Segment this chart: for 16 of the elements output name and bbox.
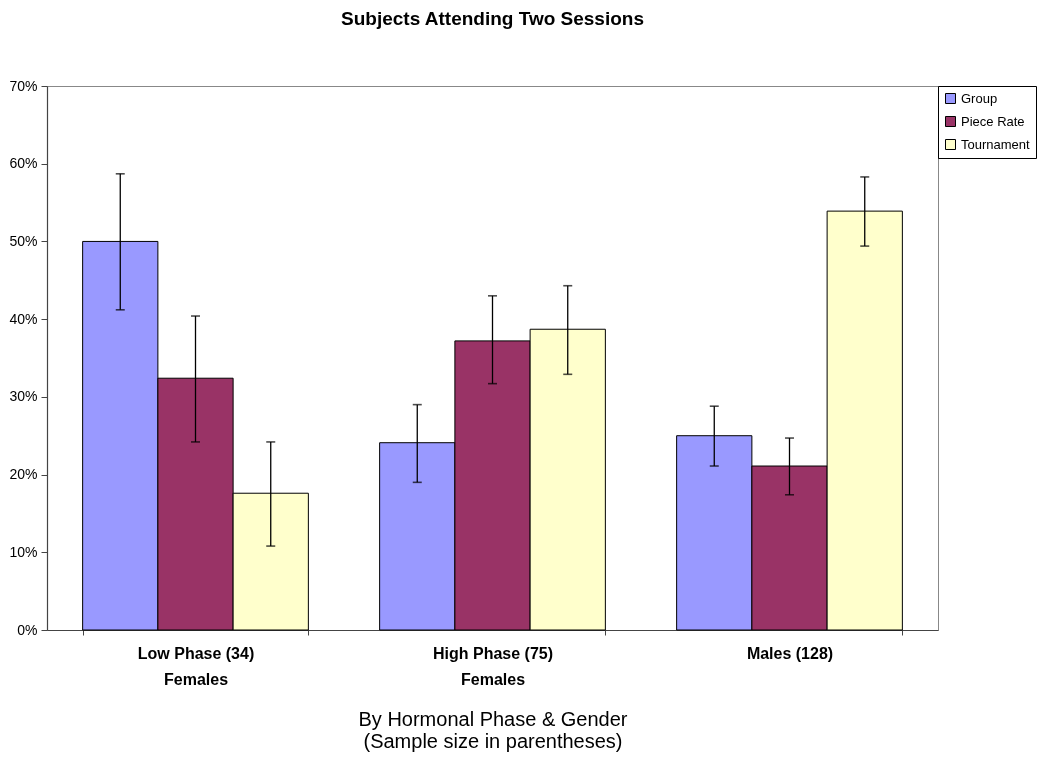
y-tick-label: 0% <box>17 621 38 638</box>
x-tick-label: Males (128) <box>746 644 834 662</box>
chart-title: Subjects Attending Two Sessions <box>341 8 644 29</box>
y-tick-label: 70% <box>9 77 38 94</box>
y-tick-label: 20% <box>9 466 38 483</box>
y-tick-label: 10% <box>9 543 38 560</box>
x-axis-title: By Hormonal Phase & Gender (Sample size in parentheses) <box>358 707 628 752</box>
y-tick-label: 30% <box>9 388 38 405</box>
x-tick-label: High Phase (75) Females <box>432 644 554 688</box>
legend-label: Tournament <box>961 136 1031 152</box>
x-tick-label: Low Phase (34) Females <box>137 644 255 688</box>
legend-label: Piece Rate <box>961 113 1025 129</box>
legend-label: Group <box>961 90 998 106</box>
y-tick-label: 50% <box>9 232 38 249</box>
y-tick-label: 40% <box>9 310 38 327</box>
y-tick-label: 60% <box>9 155 38 172</box>
